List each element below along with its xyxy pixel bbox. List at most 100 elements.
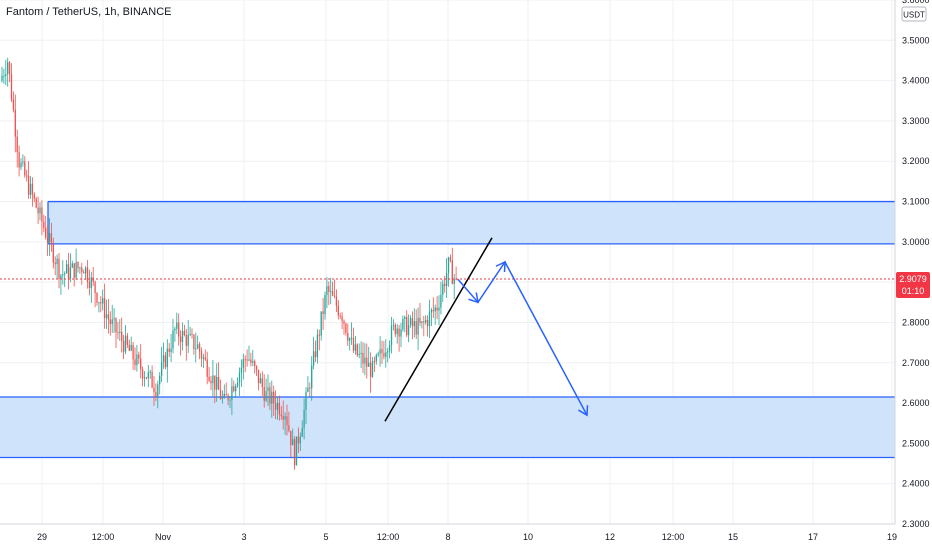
candle-body	[255, 366, 258, 370]
candle-body	[354, 344, 357, 351]
candle-body	[45, 227, 47, 238]
time-tick: 29	[37, 532, 47, 542]
price-tick: 2.4000	[902, 479, 930, 489]
candle-body	[183, 330, 186, 336]
candle-body	[428, 312, 431, 327]
candle-body	[385, 352, 387, 357]
candle-body	[390, 325, 393, 346]
candle-body	[3, 75, 5, 77]
candle-body	[198, 344, 201, 352]
candle-body	[295, 436, 298, 466]
candle-body	[402, 318, 404, 330]
candle-body	[440, 294, 442, 308]
candle-body	[214, 375, 216, 390]
candle-body	[216, 376, 218, 390]
candle-body	[445, 273, 448, 287]
candle-body	[284, 416, 286, 420]
candle-body	[5, 73, 7, 76]
candle-body	[333, 295, 336, 297]
candle-body	[254, 361, 256, 367]
candle-body	[434, 307, 436, 312]
candle-body	[233, 386, 235, 392]
candle-body	[238, 372, 241, 383]
candle-body	[345, 323, 347, 334]
candle-body	[248, 359, 250, 361]
candle-body	[138, 354, 140, 359]
candle-body	[77, 262, 79, 269]
currency-badge[interactable]: USDT	[901, 6, 927, 22]
time-tick: 15	[728, 532, 738, 542]
candle-body	[94, 281, 96, 294]
candle-body	[263, 387, 265, 401]
candle-body	[56, 258, 58, 265]
candle-body	[35, 198, 37, 208]
candle-body	[166, 348, 168, 368]
candle-body	[328, 286, 330, 292]
candle-body	[124, 335, 127, 352]
candle-body	[8, 62, 11, 75]
candle-body	[31, 183, 34, 195]
candle-body	[119, 331, 121, 333]
candle-body	[293, 439, 296, 466]
arrow-head	[578, 405, 589, 417]
candle-body	[81, 267, 83, 273]
candle-body	[366, 357, 368, 367]
candle-body	[417, 317, 419, 335]
candle-body	[155, 392, 157, 397]
candle-body	[265, 390, 267, 401]
candle-body	[267, 387, 269, 391]
candle-body	[307, 387, 309, 393]
candle-body	[358, 353, 360, 356]
candle-body	[373, 361, 376, 363]
candle-body	[105, 314, 108, 319]
time-tick: 3	[241, 532, 246, 542]
candle-body	[126, 335, 129, 345]
time-axis[interactable]: 29 12:00 Nov 3 5 12:00 8 10 12 12:00 15 17 19	[37, 532, 897, 542]
candle-body	[278, 402, 281, 415]
price-tick: 2.6000	[902, 398, 930, 408]
candle-body	[159, 375, 161, 385]
candle-body	[392, 324, 395, 326]
candle-body	[235, 386, 237, 392]
candle-body	[421, 321, 423, 323]
candle-body	[387, 351, 389, 353]
candle-body	[26, 175, 28, 177]
candle-body	[121, 331, 123, 341]
candle-body	[27, 175, 30, 195]
candle-body	[37, 207, 39, 214]
price-tick: 2.8000	[902, 317, 930, 327]
candles	[1, 57, 457, 470]
candle-body	[14, 109, 16, 137]
candle-body	[7, 62, 9, 74]
candle-body	[41, 207, 43, 222]
candle-body	[132, 344, 134, 360]
candle-body	[231, 386, 233, 400]
candle-body	[236, 382, 239, 387]
candle-body	[217, 376, 220, 390]
candle-body	[337, 305, 339, 316]
candle-body	[314, 351, 317, 358]
candle-body	[271, 391, 273, 404]
candle-body	[280, 414, 282, 417]
candle-body	[111, 319, 113, 325]
candle-body	[178, 322, 180, 337]
arrow-head	[495, 260, 506, 273]
candle-body	[160, 362, 163, 376]
price-axis[interactable]: 3.6000 3.5000 3.4000 3.3000 3.2000 3.1000 3.00…	[902, 0, 930, 529]
candle-body	[352, 337, 355, 351]
time-tick: 19	[887, 532, 897, 542]
candle-body	[176, 322, 178, 329]
candle-body	[312, 351, 315, 366]
candle-body	[356, 344, 358, 356]
candle-body	[179, 336, 182, 343]
candle-body	[335, 296, 338, 306]
candle-body	[303, 409, 305, 429]
price-tick: 3.1000	[902, 197, 930, 207]
time-tick: Nov	[155, 532, 172, 542]
candle-body	[172, 330, 174, 349]
candle-body	[404, 316, 406, 319]
candle-body	[48, 233, 51, 243]
candle-body	[331, 291, 334, 296]
candle-body	[379, 349, 381, 354]
